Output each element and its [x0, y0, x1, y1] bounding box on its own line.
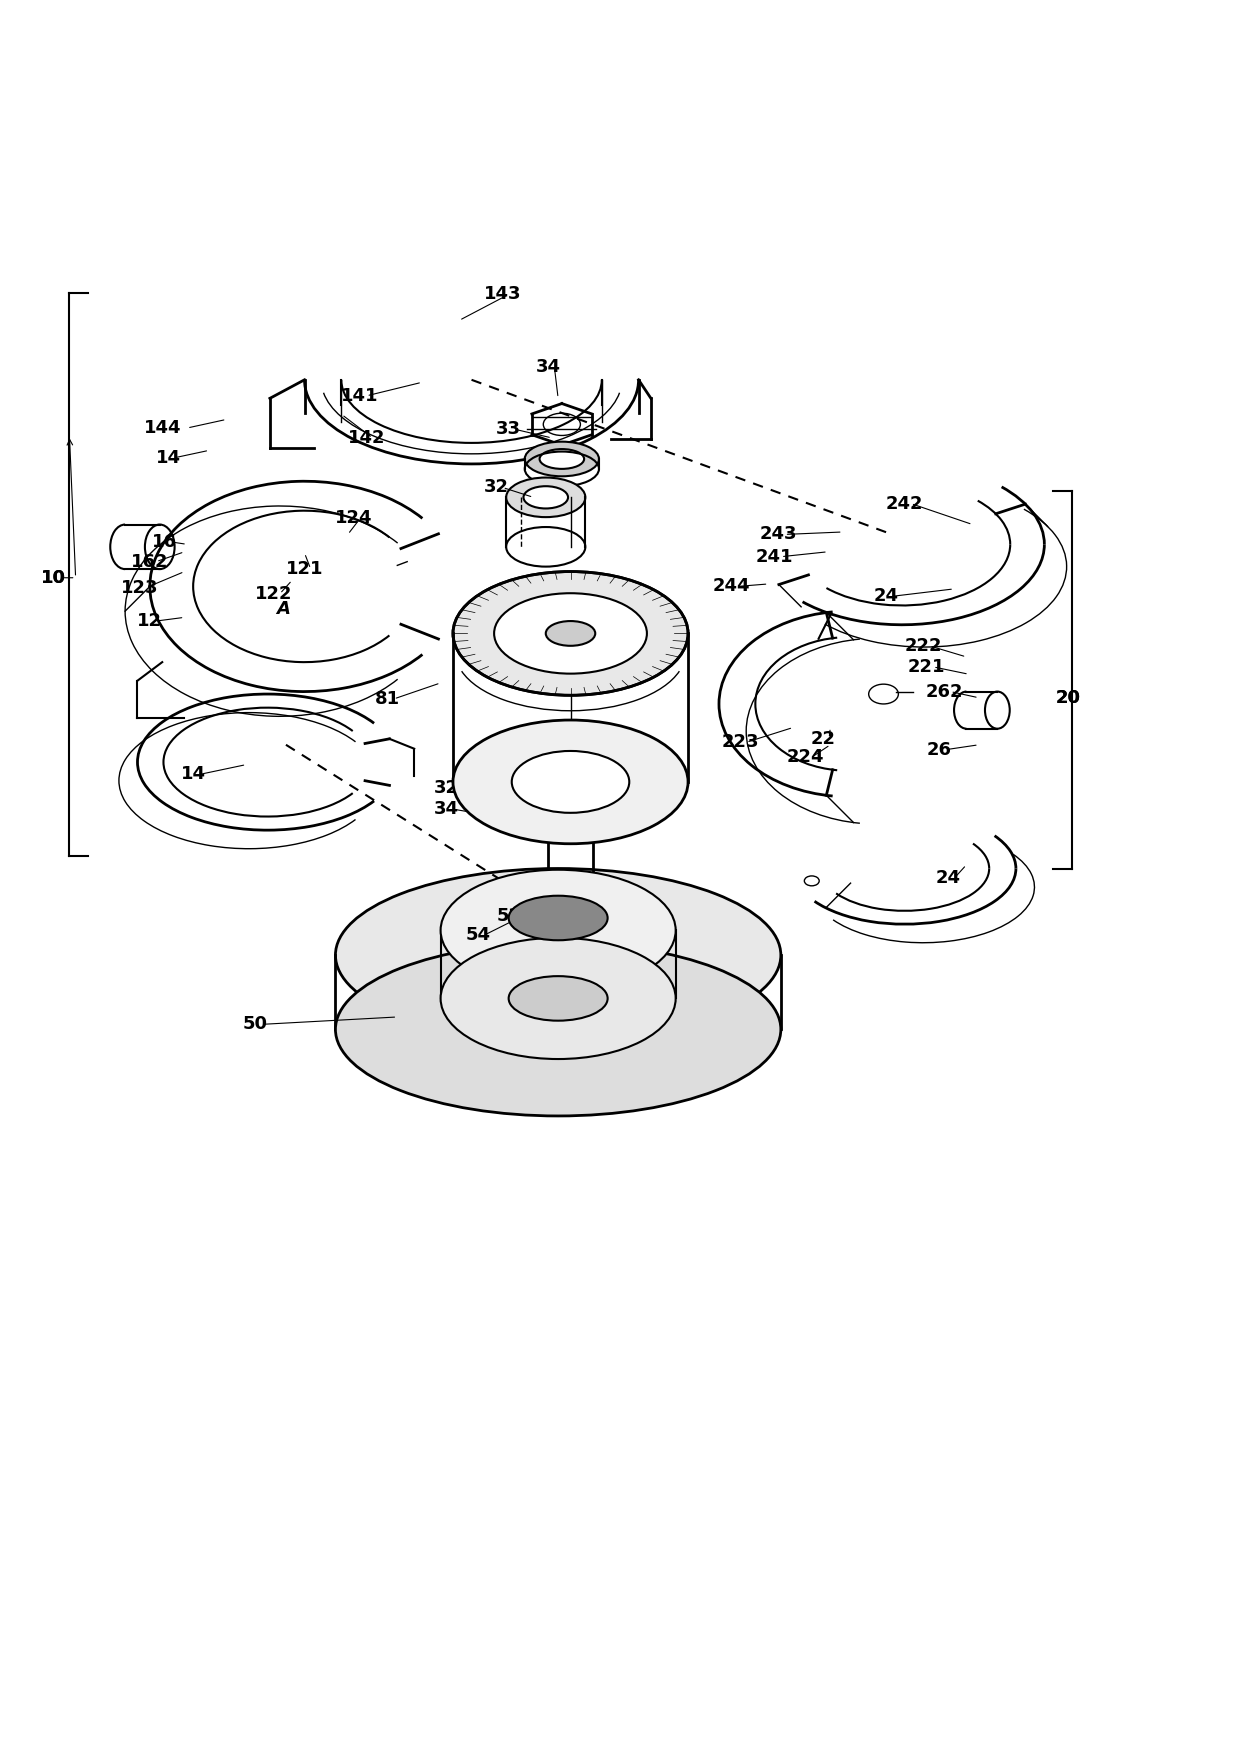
Ellipse shape	[539, 450, 584, 469]
Text: 20: 20	[1055, 690, 1080, 707]
Ellipse shape	[440, 938, 676, 1060]
Ellipse shape	[494, 594, 647, 674]
Ellipse shape	[506, 478, 585, 518]
Text: 14: 14	[181, 766, 206, 783]
Text: 26: 26	[926, 740, 952, 759]
Ellipse shape	[525, 441, 599, 476]
Ellipse shape	[512, 750, 629, 813]
Ellipse shape	[453, 571, 688, 695]
Text: 142: 142	[347, 429, 386, 446]
Text: 34: 34	[536, 358, 560, 377]
Text: 124: 124	[335, 509, 373, 528]
Text: 141: 141	[341, 387, 379, 405]
Text: 50: 50	[243, 1016, 268, 1034]
Text: 52: 52	[496, 907, 521, 924]
Text: 144: 144	[144, 419, 181, 438]
Ellipse shape	[453, 721, 688, 844]
Text: 162: 162	[131, 552, 169, 571]
Text: 224: 224	[787, 749, 825, 766]
Text: 262: 262	[925, 683, 963, 700]
Ellipse shape	[440, 870, 676, 992]
Text: 20: 20	[1055, 690, 1080, 707]
Text: 242: 242	[885, 495, 924, 512]
Text: 32: 32	[434, 780, 459, 797]
Text: 243: 243	[760, 526, 797, 544]
Text: 123: 123	[122, 578, 159, 596]
Text: A: A	[277, 599, 290, 618]
Ellipse shape	[508, 976, 608, 1021]
Text: 143: 143	[484, 285, 521, 304]
Text: 241: 241	[756, 547, 794, 566]
Text: 83: 83	[605, 632, 630, 651]
Text: 22: 22	[811, 730, 836, 747]
Ellipse shape	[336, 943, 781, 1115]
Text: 244: 244	[713, 577, 750, 596]
Text: 221: 221	[908, 658, 946, 676]
Text: 223: 223	[722, 733, 759, 752]
Text: 14: 14	[156, 448, 181, 467]
Ellipse shape	[546, 622, 595, 646]
Text: 121: 121	[285, 559, 324, 578]
Text: 24: 24	[873, 587, 899, 604]
Text: 16: 16	[153, 533, 177, 551]
Text: 10: 10	[41, 568, 66, 587]
Text: 34: 34	[434, 801, 459, 818]
Ellipse shape	[336, 868, 781, 1042]
Text: 81: 81	[374, 690, 401, 709]
Ellipse shape	[523, 486, 568, 509]
Text: 222: 222	[904, 637, 942, 655]
Ellipse shape	[508, 896, 608, 940]
Text: 122: 122	[255, 585, 293, 603]
Text: 32: 32	[484, 478, 508, 497]
Text: 54: 54	[465, 926, 490, 945]
Text: 24: 24	[935, 870, 960, 888]
Ellipse shape	[536, 874, 605, 905]
Ellipse shape	[548, 771, 593, 792]
Text: 12: 12	[138, 611, 162, 631]
Text: 31: 31	[595, 738, 620, 756]
Text: 10: 10	[41, 568, 66, 587]
Text: 33: 33	[496, 420, 521, 438]
